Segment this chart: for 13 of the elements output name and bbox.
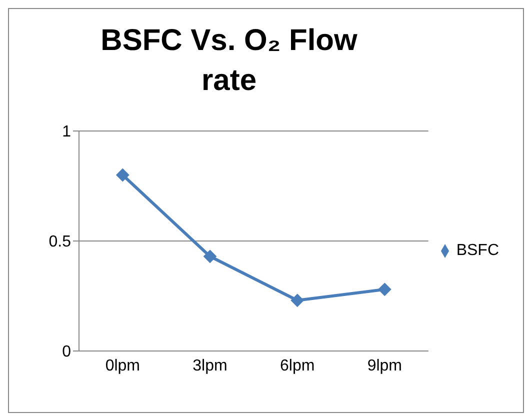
point <box>378 282 392 296</box>
point <box>204 250 216 263</box>
y-tick-label: 0 <box>62 344 72 361</box>
legend-label: BSFC <box>456 242 499 259</box>
point <box>116 168 130 182</box>
point <box>290 294 304 307</box>
x-tick-label: 0lpm <box>105 357 140 374</box>
y-tick-label: 1 <box>62 124 72 141</box>
chart-title: BSFC Vs. O₂ Flow rate <box>100 23 358 99</box>
x-tick-label: 3lpm <box>192 357 228 374</box>
y-tick-label: 0.5 <box>48 234 72 251</box>
x-tick-label: 6lpm <box>280 357 315 374</box>
x-tick-label: 9lpm <box>367 357 402 374</box>
